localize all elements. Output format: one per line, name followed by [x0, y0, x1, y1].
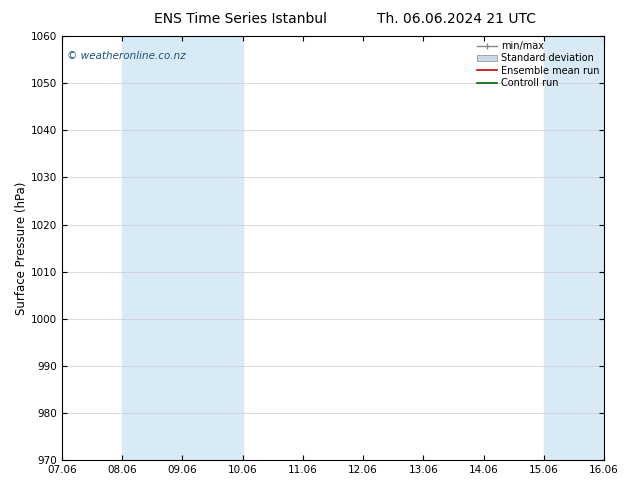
Text: Th. 06.06.2024 21 UTC: Th. 06.06.2024 21 UTC — [377, 12, 536, 26]
Bar — [122, 36, 243, 460]
Y-axis label: Surface Pressure (hPa): Surface Pressure (hPa) — [15, 181, 28, 315]
Text: ENS Time Series Istanbul: ENS Time Series Istanbul — [155, 12, 327, 26]
Legend: min/max, Standard deviation, Ensemble mean run, Controll run: min/max, Standard deviation, Ensemble me… — [476, 39, 601, 90]
Bar — [544, 36, 604, 460]
Bar — [604, 36, 634, 460]
Text: © weatheronline.co.nz: © weatheronline.co.nz — [67, 51, 186, 61]
